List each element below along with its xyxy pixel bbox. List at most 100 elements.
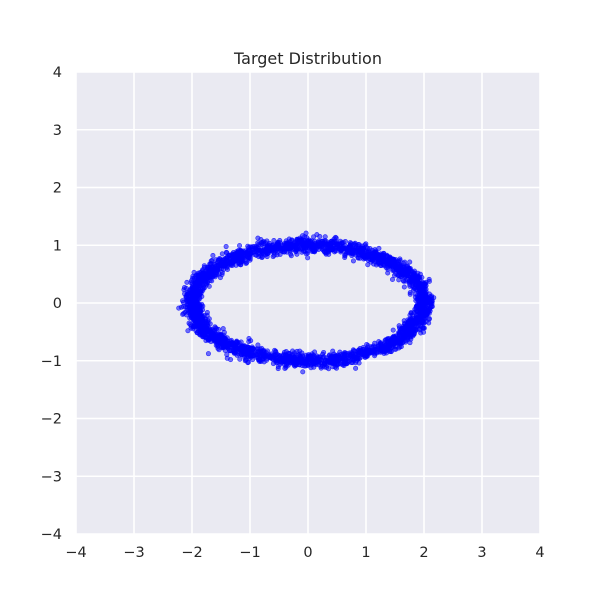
scatter-point [201,278,207,284]
scatter-point [196,281,202,287]
scatter-point [389,276,395,282]
scatter-point [431,295,437,301]
scatter-point [223,244,229,250]
x-tick-label: 0 [303,545,312,561]
scatter-point [213,325,219,331]
scatter-point [395,268,401,274]
scatter-point [217,332,223,338]
scatter-point [237,356,243,362]
scatter-point [416,291,422,297]
scatter-point [209,271,215,277]
scatter-point [373,252,379,258]
scatter-point [372,347,378,353]
x-tick-label: 1 [361,545,370,561]
scatter-point [215,257,221,263]
scatter-point [210,264,216,270]
scatter-point [342,245,348,251]
scatter-point [298,237,304,243]
scatter-point [294,251,300,257]
scatter-point [390,344,396,350]
scatter-point [191,317,197,323]
scatter-point [264,238,270,244]
scatter-point [184,292,190,298]
scatter-point [259,248,265,254]
y-axis-ticks: −4 −3 −2 −1 0 1 2 3 4 [41,65,62,543]
scatter-point [295,352,301,358]
scatter-point [420,304,426,310]
y-tick-label: 3 [53,123,62,139]
scatter-point [214,272,220,278]
scatter-point [351,354,357,360]
scatter-point [353,365,359,371]
scatter-point [236,261,242,267]
scatter-point [264,243,270,249]
scatter-point [411,331,417,337]
scatter-point [387,262,393,268]
scatter-point [219,270,225,276]
scatter-point [321,354,327,360]
scatter-point [255,342,261,348]
scatter-point [382,349,388,355]
scatter-point [282,356,288,362]
scatter-point [304,240,310,246]
scatter-point [189,309,195,315]
scatter-point [363,241,369,247]
scatter-point [206,283,212,289]
scatter-point [246,336,252,342]
scatter-point [287,248,293,254]
scatter-point [342,253,348,259]
scatter-point [408,328,414,334]
x-tick-label: 2 [419,545,428,561]
scatter-point [400,278,406,284]
scatter-point [423,311,429,317]
scatter-point [381,250,387,256]
scatter-point [408,310,414,316]
scatter-point [379,255,385,261]
scatter-point [194,308,200,314]
scatter-point [367,349,373,355]
scatter-point [271,238,277,244]
scatter-point [292,244,298,250]
scatter-point [426,320,432,326]
scatter-point [231,253,237,259]
scatter-point [311,361,317,367]
chart-title: Target Distribution [233,49,382,68]
scatter-point [247,250,253,256]
scatter-point [376,245,382,251]
scatter-point [193,293,199,299]
scatter-point [264,348,270,354]
scatter-point [407,259,413,265]
scatter-point [230,257,236,263]
scatter-point [396,323,402,329]
scatter-point [398,274,404,280]
scatter-point [254,355,260,361]
scatter-point [305,255,311,261]
scatter-point [309,249,315,255]
y-tick-label: 0 [53,296,62,312]
scatter-point [228,357,234,363]
x-tick-label: −1 [239,545,260,561]
scatter-point [254,244,260,250]
scatter-point [289,237,295,243]
scatter-point [200,270,206,276]
scatter-point [413,316,419,322]
y-tick-label: −3 [41,469,62,485]
scatter-point [239,254,245,260]
scatter-point [283,364,289,370]
scatter-point [300,353,306,359]
scatter-point [226,342,232,348]
scatter-point [228,348,234,354]
y-tick-label: 4 [53,65,62,81]
scatter-point [302,234,308,240]
scatter-point [300,369,306,375]
scatter-point [368,257,374,263]
scatter-point [253,252,259,258]
scatter-point [249,245,255,251]
scatter-point [424,296,430,302]
scatter-point [200,307,206,313]
scatter-point [260,356,266,362]
scatter-point [331,353,337,359]
scatter-point [191,275,197,281]
scatter-point [365,262,371,268]
